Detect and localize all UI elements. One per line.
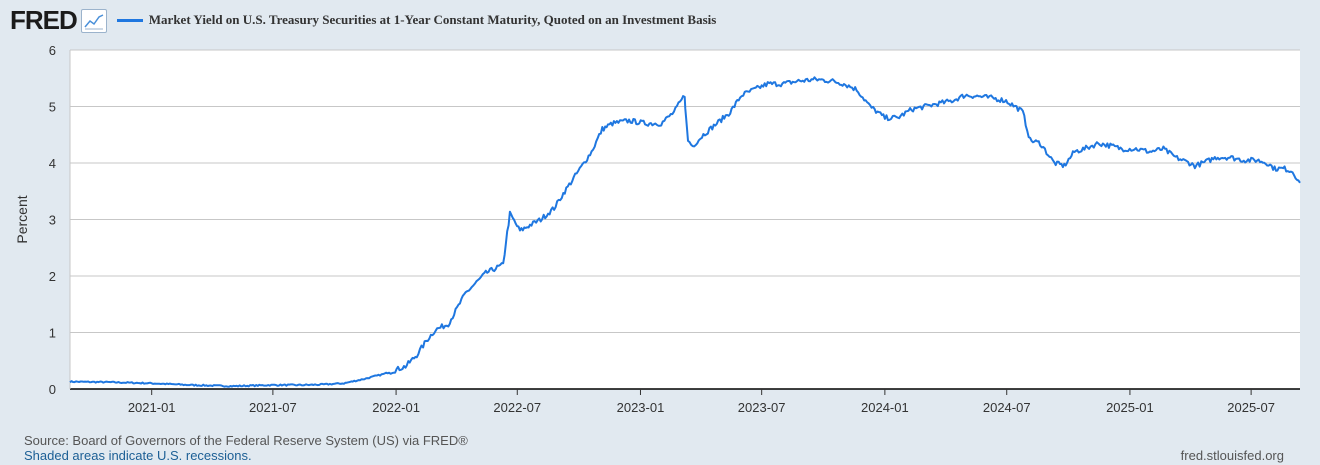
fred-logo[interactable]: FRED xyxy=(10,4,78,35)
x-tick-label: 2023-07 xyxy=(738,400,786,415)
y-axis-label: Percent xyxy=(14,195,30,243)
x-tick-label: 2025-01 xyxy=(1106,400,1154,415)
x-tick-label: 2024-07 xyxy=(983,400,1031,415)
chart-title: Market Yield on U.S. Treasury Securities… xyxy=(148,12,717,27)
x-tick-label: 2023-01 xyxy=(617,400,665,415)
y-tick-label: 3 xyxy=(49,213,56,228)
source-note: Source: Board of Governors of the Federa… xyxy=(24,433,468,448)
y-tick-label: 4 xyxy=(49,156,56,171)
x-tick-label: 2024-01 xyxy=(861,400,909,415)
y-tick-label: 5 xyxy=(49,100,56,115)
x-tick-label: 2022-07 xyxy=(493,400,541,415)
y-tick-label: 6 xyxy=(49,43,56,58)
y-tick-label: 2 xyxy=(49,269,56,284)
y-tick-label: 1 xyxy=(49,326,56,341)
recession-note[interactable]: Shaded areas indicate U.S. recessions. xyxy=(24,448,252,463)
y-tick-label: 0 xyxy=(49,382,56,397)
x-tick-label: 2025-07 xyxy=(1227,400,1275,415)
footer-notes: Source: Board of Governors of the Federa… xyxy=(24,433,468,463)
site-link[interactable]: fred.stlouisfed.org xyxy=(1180,448,1284,463)
x-tick-label: 2021-07 xyxy=(249,400,297,415)
x-axis: 2021-01 2021-07 2022-01 2022-07 2023-01 2023-… xyxy=(128,389,1275,415)
grid-lines xyxy=(69,49,1300,390)
legend-swatch xyxy=(116,18,143,22)
series-line[interactable] xyxy=(69,76,1301,388)
chart-header: FRED Market Yield on U.S. Treasury Secur… xyxy=(10,4,716,36)
x-tick-label: 2021-01 xyxy=(128,400,176,415)
y-axis: 0 1 2 3 4 5 6 xyxy=(49,43,56,397)
line-chart-icon xyxy=(80,9,107,33)
x-tick-label: 2022-01 xyxy=(372,400,420,415)
